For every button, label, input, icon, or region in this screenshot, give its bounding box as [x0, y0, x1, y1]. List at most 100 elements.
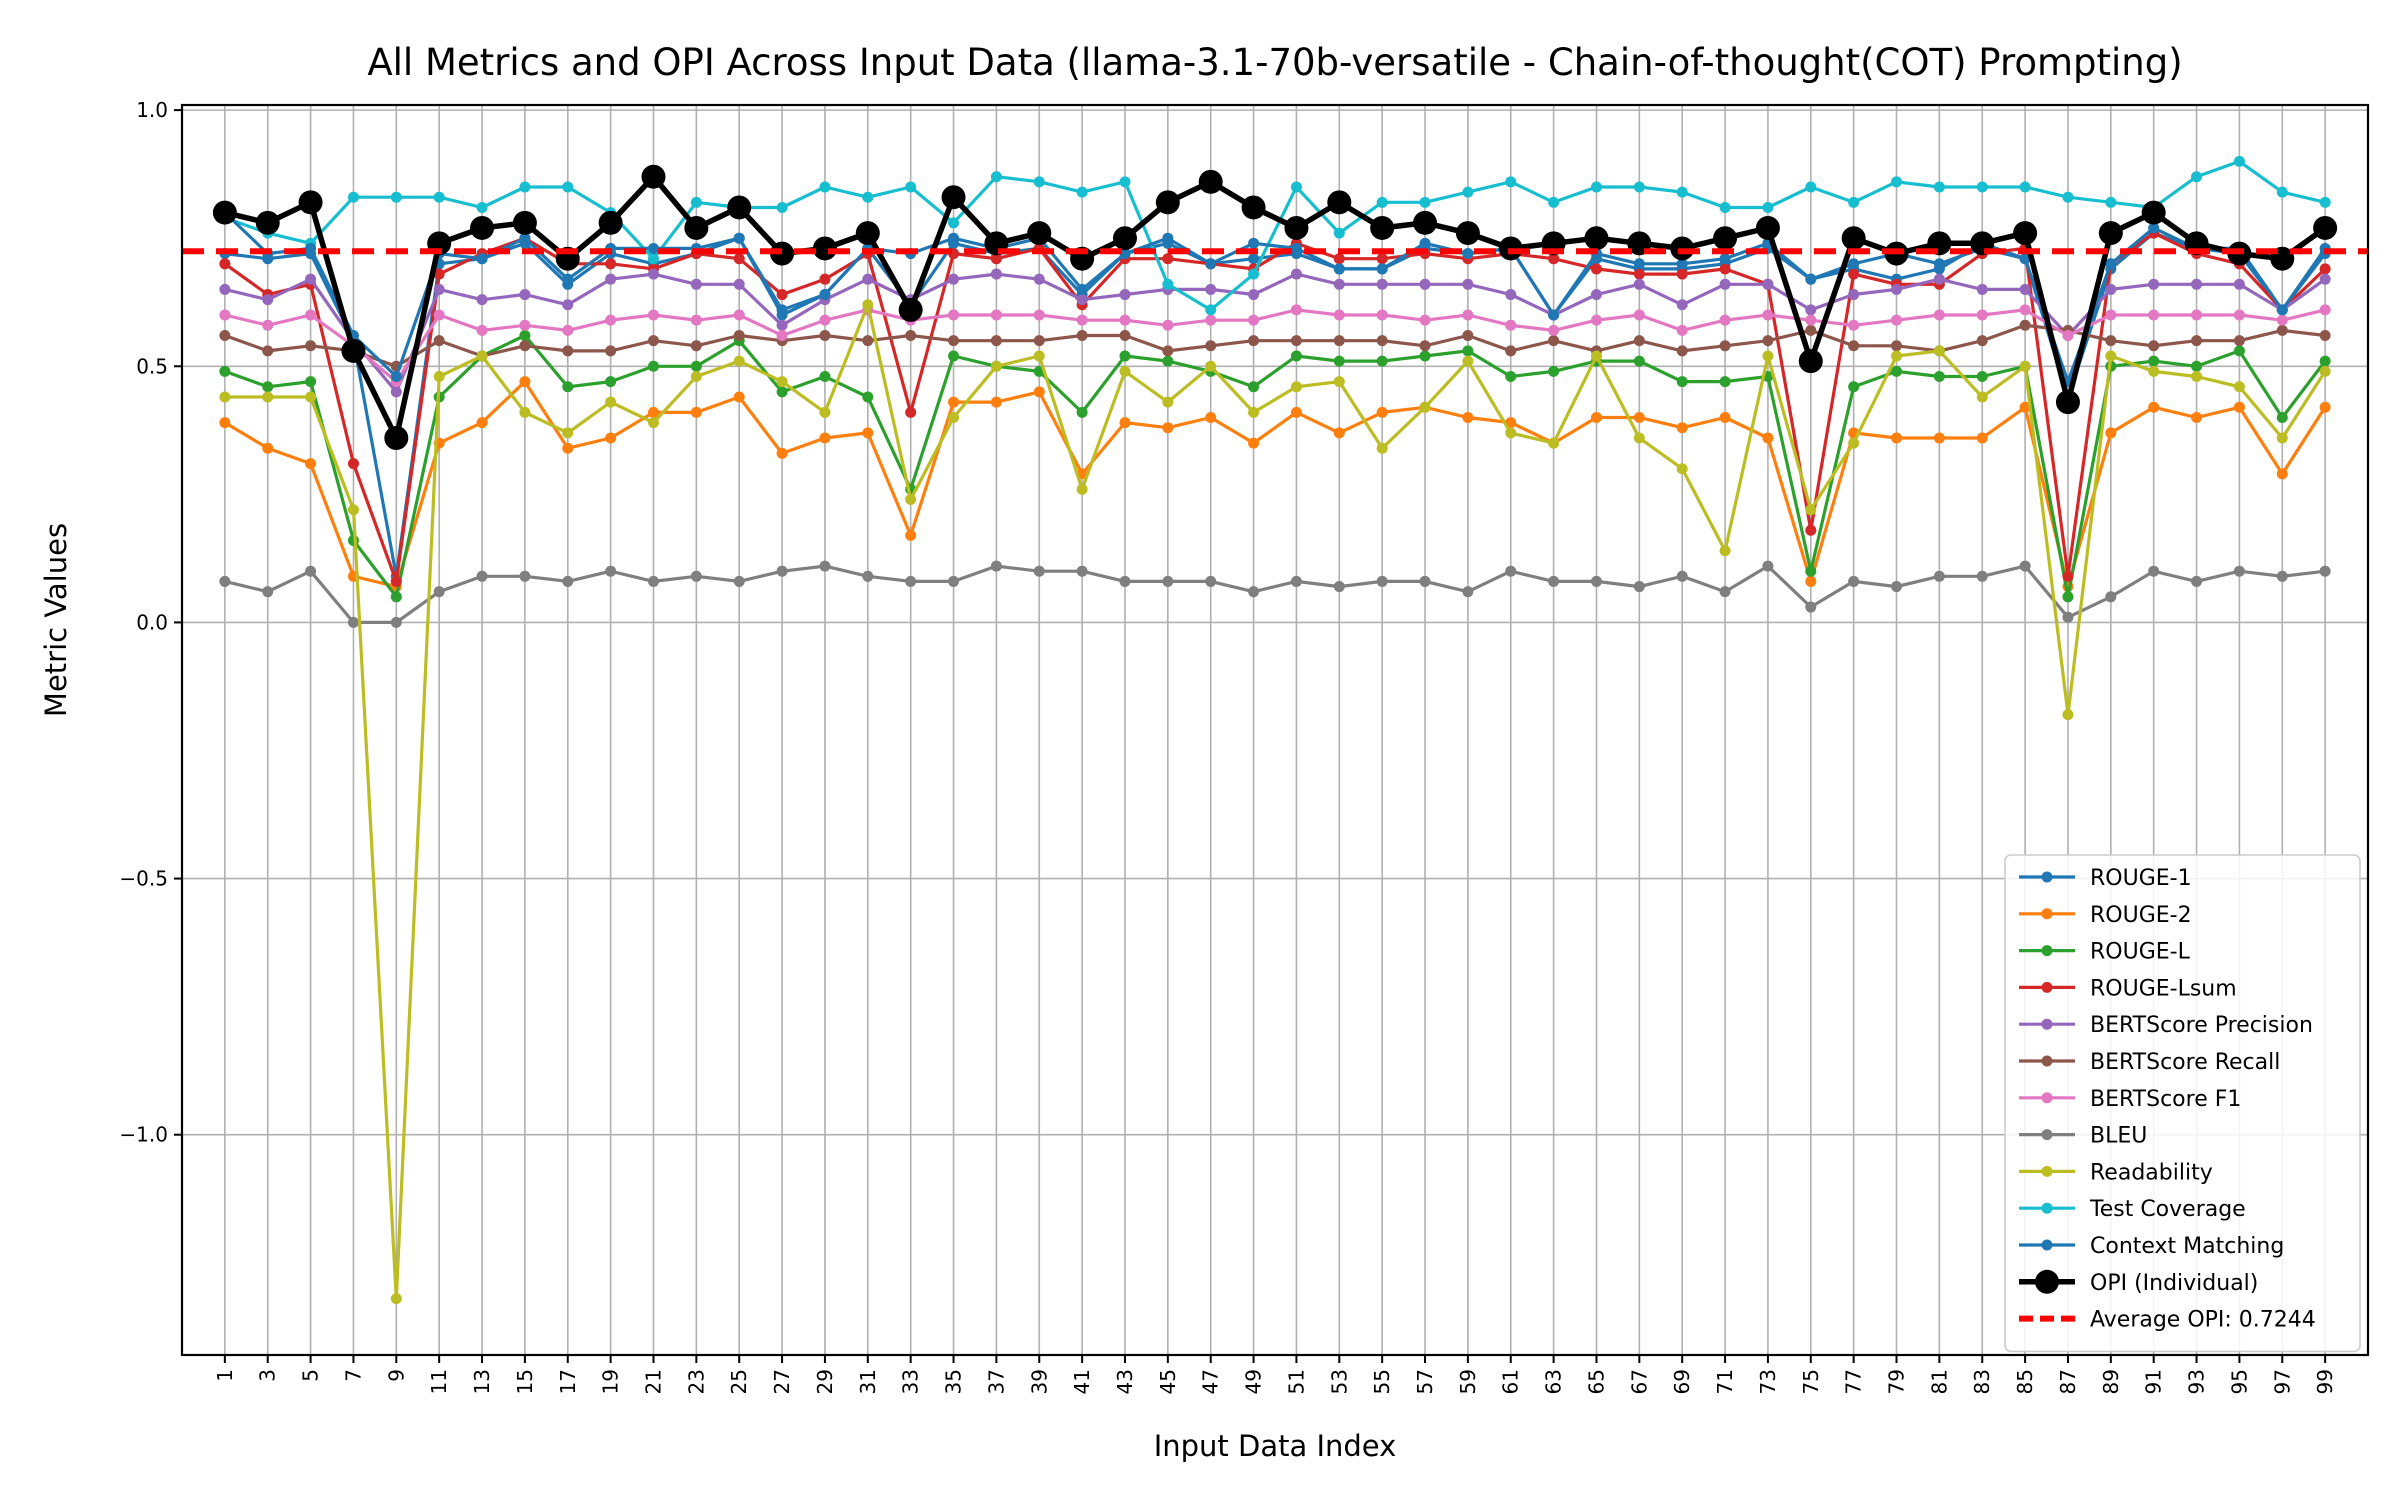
- data-point: [219, 417, 231, 429]
- data-point: [905, 330, 917, 342]
- x-tick-label: 51: [1284, 1369, 1308, 1394]
- data-point: [1548, 335, 1560, 347]
- data-point: [1762, 560, 1774, 572]
- data-point: [562, 299, 574, 311]
- data-point: [605, 396, 617, 408]
- data-point: [948, 273, 960, 285]
- legend-entry: ROUGE-Lsum: [2019, 976, 2237, 1001]
- x-tick-label: 81: [1927, 1369, 1951, 1394]
- data-point: [384, 425, 409, 450]
- data-point: [2191, 575, 2203, 587]
- series-readability: [219, 299, 2331, 1305]
- data-point: [776, 304, 788, 316]
- data-point: [1933, 432, 1945, 444]
- legend-entry: BERTScore F1: [2019, 1087, 2241, 1112]
- data-point: [1848, 575, 1860, 587]
- data-point: [433, 309, 445, 321]
- legend-entry: Readability: [2019, 1160, 2213, 1185]
- x-tick-label: 21: [641, 1369, 665, 1394]
- data-point: [1119, 330, 1131, 342]
- legend-entry: ROUGE-1: [2019, 866, 2192, 891]
- data-point: [2191, 171, 2203, 183]
- data-point: [1462, 278, 1474, 290]
- data-point: [647, 309, 659, 321]
- data-point: [990, 309, 1002, 321]
- data-point: [1112, 226, 1137, 251]
- data-point: [305, 242, 317, 254]
- legend-label: ROUGE-1: [2090, 866, 2192, 891]
- data-point: [562, 575, 574, 587]
- data-point: [1633, 335, 1645, 347]
- data-point: [1248, 335, 1260, 347]
- data-point: [905, 406, 917, 418]
- data-point: [433, 335, 445, 347]
- data-point: [433, 371, 445, 383]
- x-tick-label: 15: [513, 1369, 537, 1394]
- data-point: [1162, 575, 1174, 587]
- data-point: [2062, 330, 2074, 342]
- data-point: [862, 299, 874, 311]
- x-tick-label: 67: [1627, 1369, 1651, 1394]
- data-point: [2191, 309, 2203, 321]
- x-tick-label: 49: [1242, 1369, 1266, 1394]
- data-point: [647, 242, 659, 254]
- data-point: [2233, 335, 2245, 347]
- data-point: [1676, 376, 1688, 388]
- data-point: [990, 396, 1002, 408]
- data-point: [305, 391, 317, 403]
- data-point: [1505, 371, 1517, 383]
- data-point: [262, 319, 274, 331]
- data-point: [1805, 524, 1817, 536]
- data-point: [519, 340, 531, 352]
- data-point: [1419, 278, 1431, 290]
- data-point: [2233, 155, 2245, 167]
- data-point: [219, 330, 231, 342]
- data-point: [1891, 340, 1903, 352]
- data-point: [1719, 586, 1731, 598]
- data-point: [1076, 283, 1088, 295]
- data-point: [1076, 483, 1088, 495]
- data-point: [605, 258, 617, 270]
- data-point: [1719, 314, 1731, 326]
- data-point: [1633, 309, 1645, 321]
- series-rouge-lsum: [219, 227, 2331, 587]
- data-point: [1248, 314, 1260, 326]
- data-point: [1290, 575, 1302, 587]
- data-point: [476, 253, 488, 265]
- data-point: [1633, 258, 1645, 270]
- data-point: [1933, 258, 1945, 270]
- x-tick-label: 57: [1413, 1369, 1437, 1394]
- legend-label: BERTScore Recall: [2090, 1050, 2280, 1075]
- data-point: [2148, 565, 2160, 577]
- data-point: [2105, 591, 2117, 603]
- data-point: [1376, 309, 1388, 321]
- data-point: [733, 355, 745, 367]
- data-point: [1805, 181, 1817, 193]
- data-point: [2019, 181, 2031, 193]
- data-point: [2148, 401, 2160, 413]
- data-point: [1590, 575, 1602, 587]
- data-point: [1248, 437, 1260, 449]
- legend-label: ROUGE-L: [2090, 940, 2191, 965]
- data-point: [690, 360, 702, 372]
- data-point: [2191, 371, 2203, 383]
- legend-label: Average OPI: 0.7244: [2090, 1308, 2316, 1333]
- data-point: [690, 371, 702, 383]
- x-tick-label: 19: [599, 1369, 623, 1394]
- data-point: [1248, 381, 1260, 393]
- data-point: [647, 406, 659, 418]
- data-point: [1676, 422, 1688, 434]
- x-tick-label: 25: [727, 1369, 751, 1394]
- data-point: [1248, 406, 1260, 418]
- data-point: [519, 330, 531, 342]
- legend-frame: [2004, 854, 2361, 1353]
- data-point: [1719, 263, 1731, 275]
- data-point: [1590, 181, 1602, 193]
- data-point: [1976, 371, 1988, 383]
- data-point: [2276, 570, 2288, 582]
- data-point: [1633, 181, 1645, 193]
- data-point: [1376, 406, 1388, 418]
- data-point: [727, 195, 752, 220]
- data-point: [1241, 195, 1266, 220]
- data-point: [1590, 350, 1602, 362]
